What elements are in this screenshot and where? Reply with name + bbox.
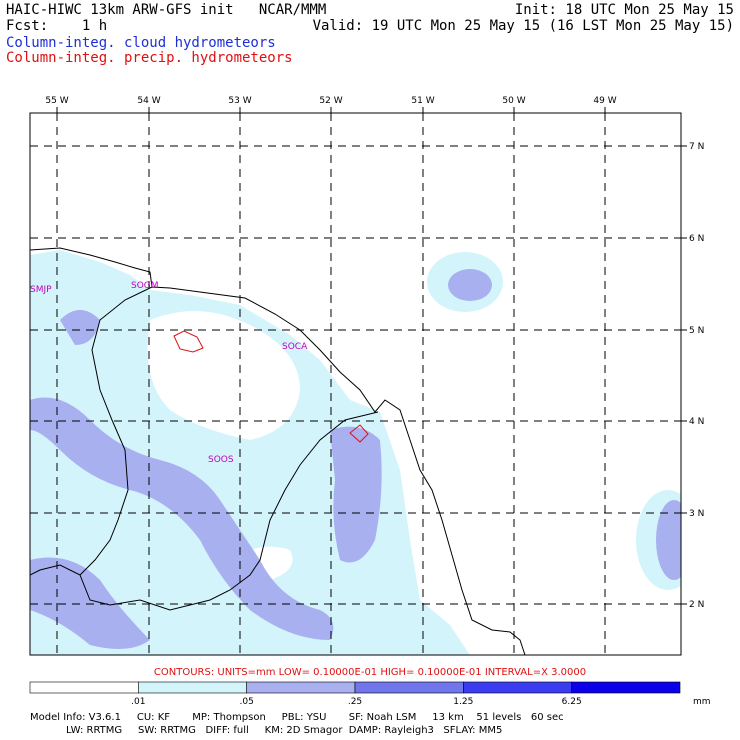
latitude-labels: 7 N 6 N 5 N 4 N 3 N 2 N [689, 142, 704, 610]
axis-ticks [56, 107, 687, 605]
contours-info: CONTOURS: UNITS=mm LOW= 0.10000E-01 HIGH… [153, 667, 587, 678]
cloud-field-medium-3 [30, 557, 150, 649]
lon-label: 52 W [319, 96, 342, 106]
clear-area-1 [147, 311, 300, 440]
colorbar-units: mm [693, 697, 711, 707]
border-suriname-west [30, 286, 153, 576]
valid-time: Valid: 19 UTC Mon 25 May 15 (16 LST Mon … [312, 18, 734, 34]
colorbar-swatch [29, 681, 139, 694]
colorbar-swatch [571, 681, 681, 694]
lat-label: 6 N [689, 234, 704, 244]
forecast-hour: Fcst: 1 h [6, 18, 108, 34]
colorbar-tick: 6.25 [562, 697, 582, 707]
lon-label: 55 W [45, 96, 68, 106]
colorbar-swatch [354, 681, 464, 694]
station-smjp: SMJP [30, 285, 52, 295]
legend-cloud-hydrometeors: Column-integ. cloud hydrometeors [6, 35, 276, 51]
cloud-field-medium-4 [60, 310, 100, 345]
coastline-path [30, 247, 526, 655]
colorbar [29, 681, 681, 694]
station-sogm: SOGM [131, 281, 159, 291]
model-info-line2: LW: RRTMG SW: RRTMG DIFF: full KM: 2D Sm… [66, 725, 503, 736]
lat-label: 2 N [689, 600, 704, 610]
precip-contour-2 [349, 424, 369, 443]
model-info-line1: Model Info: V3.6.1 CU: KF MP: Thompson P… [30, 712, 564, 723]
station-soca: SOCA [282, 342, 308, 352]
longitude-labels: 55 W 54 W 53 W 52 W 51 W 50 W 49 W [45, 96, 616, 106]
colorbar-swatch [463, 681, 572, 694]
lat-label: 4 N [689, 417, 704, 427]
hydrometeor-field [30, 250, 681, 655]
precip-contour-1 [173, 330, 204, 353]
colorbar-tick-labels: .01 .05 .25 1.25 6.25 [131, 697, 582, 707]
legend-precip-hydrometeors: Column-integ. precip. hydrometeors [6, 50, 293, 66]
cloud-blob-edge-medium [656, 500, 681, 580]
station-soos: SOOS [208, 455, 234, 465]
colorbar-swatch [138, 681, 247, 694]
lon-label: 50 W [502, 96, 525, 106]
lat-label: 5 N [689, 326, 704, 336]
cloud-field-medium-1 [30, 397, 334, 640]
lat-label: 3 N [689, 509, 704, 519]
map-frame [29, 112, 682, 656]
lat-label: 7 N [689, 142, 704, 152]
colorbar-tick: .05 [240, 697, 254, 707]
colorbar-tick: 1.25 [453, 697, 473, 707]
station-labels: SMJP SOGM SOCA SOOS [30, 281, 308, 465]
cloud-blob-east-medium [448, 269, 492, 301]
cloud-field-medium-2 [330, 426, 382, 563]
colorbar-swatch [246, 681, 356, 694]
colorbar-tick: .01 [131, 697, 145, 707]
lon-label: 53 W [228, 96, 251, 106]
plot-title: HAIC-HIWC 13km ARW-GFS init NCAR/MMM [6, 2, 327, 18]
init-time: Init: 18 UTC Mon 25 May 15 [514, 2, 734, 18]
lon-label: 54 W [137, 96, 160, 106]
lon-label: 51 W [411, 96, 434, 106]
lon-label: 49 W [593, 96, 616, 106]
grid-lines [30, 113, 681, 655]
colorbar-tick: .25 [348, 697, 362, 707]
